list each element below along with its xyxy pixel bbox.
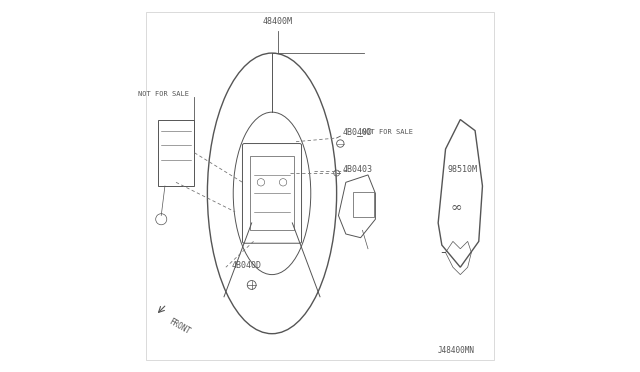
Text: FRONT: FRONT: [167, 317, 191, 336]
Text: NOT FOR SALE: NOT FOR SALE: [362, 129, 413, 135]
Bar: [250, 157, 294, 230]
Bar: [353, 192, 374, 217]
Text: J48400MN: J48400MN: [438, 346, 475, 355]
Text: 48400M: 48400M: [262, 17, 292, 26]
Text: 98510M: 98510M: [447, 165, 477, 174]
Text: 4B0403: 4B0403: [342, 165, 372, 174]
Text: 4B040D: 4B040D: [342, 128, 372, 137]
Text: 4B040D: 4B040D: [232, 261, 261, 270]
Bar: [157, 119, 195, 186]
Text: NOT FOR SALE: NOT FOR SALE: [138, 91, 189, 97]
Text: ∞: ∞: [451, 201, 462, 215]
